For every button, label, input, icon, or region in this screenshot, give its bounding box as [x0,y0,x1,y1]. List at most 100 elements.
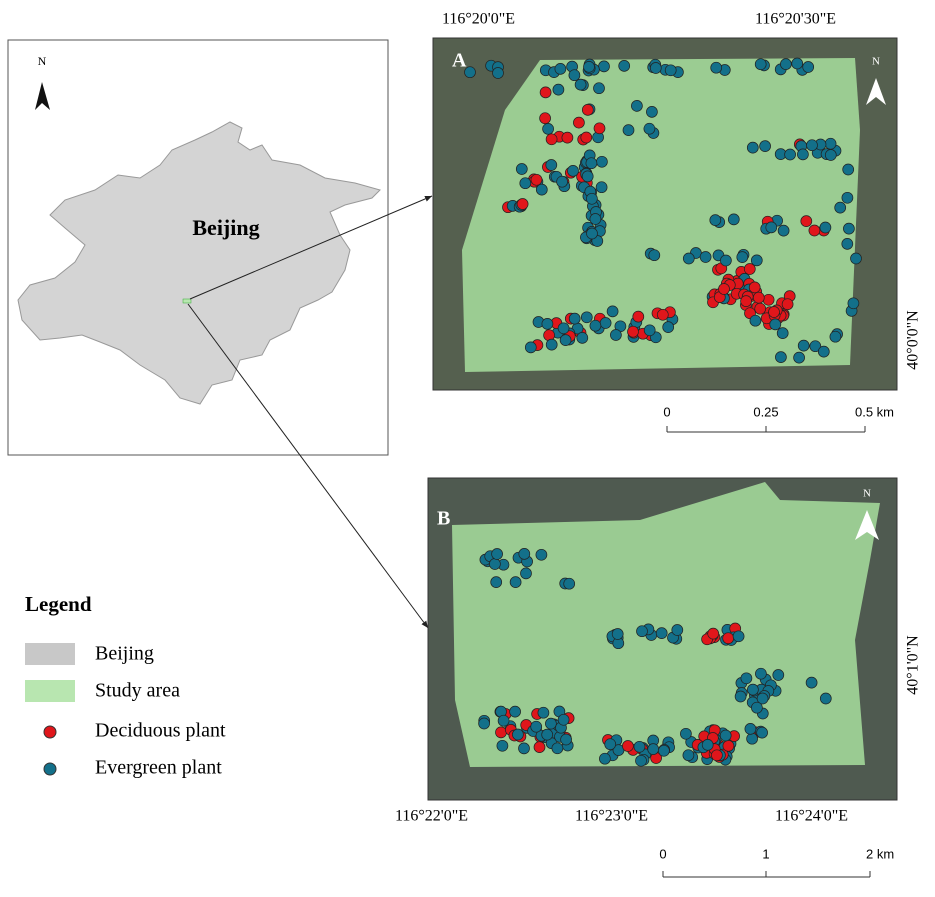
plant-point [632,310,645,323]
plant-point [809,340,822,353]
plant-point [701,739,714,751]
plant-point [535,548,548,561]
plant-point [649,62,662,74]
longitude-label: 116°23'0"E [575,808,648,825]
plant-point [759,140,771,152]
longitude-label: 116°20'0"E [442,11,515,28]
plant-point [533,741,546,753]
plant-point [585,157,598,170]
plant-point [593,82,605,95]
plant-point [834,201,847,214]
plant-point [491,548,503,560]
plant-point [545,717,557,730]
plant-point [557,322,570,335]
panel-label: A [452,50,467,72]
plant-point [769,318,782,331]
plant-point [489,558,501,570]
plant-point [556,175,568,188]
study-area [452,482,880,767]
plant-point [722,740,735,752]
plant-point [842,163,855,176]
plant-point [496,739,509,752]
plant-point [557,713,570,726]
plant-point [516,198,529,210]
plant-point [850,252,862,265]
plant-point [805,676,818,689]
plant-point [520,567,532,580]
plant-point [819,692,832,705]
plant-point [530,720,543,733]
plant-point [841,238,854,250]
north-arrow [866,78,886,105]
plant-point [756,692,769,705]
plant-point [734,690,747,703]
plant-point [780,58,792,70]
plant-point [545,133,558,146]
plant-point [765,221,778,234]
plant-point [682,252,695,265]
plant-point [819,221,832,234]
plant-point [599,752,611,765]
plant-point [596,155,608,168]
plant-point [573,116,585,129]
plant-point [647,743,660,755]
legend-swatch [43,762,57,776]
longitude-label: 116°24'0"E [775,808,848,825]
plant-point [829,330,842,343]
plant-point [586,227,598,240]
plant-point [518,742,530,755]
plant-point [559,334,572,346]
plant-point [524,341,537,354]
plant-point [646,106,658,118]
scale-label: 1 [762,846,769,861]
plant-point [563,577,576,590]
plant-point [581,104,594,116]
plant-point [722,632,735,645]
plant-point [847,297,860,310]
plant-point [542,123,554,135]
plant-point [598,60,610,73]
plant-point [537,706,550,719]
plant-point [576,332,589,344]
plant-point [618,60,631,72]
beijing-shape [17,121,381,405]
plant-point [744,723,757,735]
plant-point [711,749,723,762]
plant-point [580,131,593,144]
plant-point [545,159,558,171]
plant-point [552,83,565,96]
north-label: N [38,54,47,68]
plant-point [648,249,661,262]
plant-point [748,281,761,294]
region-label: Beijing [192,215,259,240]
plant-point [817,345,830,358]
north-arrow [855,510,879,540]
plant-point [662,321,675,333]
plant-point [561,131,574,144]
plant-point [541,728,554,741]
plant-point [720,254,732,267]
north-arrow [35,82,50,110]
plant-point [752,291,765,304]
plant-point [671,624,684,636]
plant-point [775,351,787,363]
scale-label: 0 [663,404,670,419]
plant-point [581,170,594,183]
plant-point [497,714,510,727]
legend-item: Study area [95,680,180,702]
plant-point [740,672,753,685]
plant-point [762,293,775,306]
plant-point [719,729,732,742]
plant-point [539,86,552,99]
latitude-label: 40°1'0"N [905,635,922,695]
plant-point [776,327,789,339]
plant-point [518,548,531,560]
scale-label: 2 km [866,846,894,861]
plant-point [560,733,572,746]
plant-point [464,66,476,79]
plant-point [554,63,567,75]
plant-point [710,61,723,74]
plant-point [636,625,648,638]
plant-point [580,311,593,324]
connector [187,303,429,629]
